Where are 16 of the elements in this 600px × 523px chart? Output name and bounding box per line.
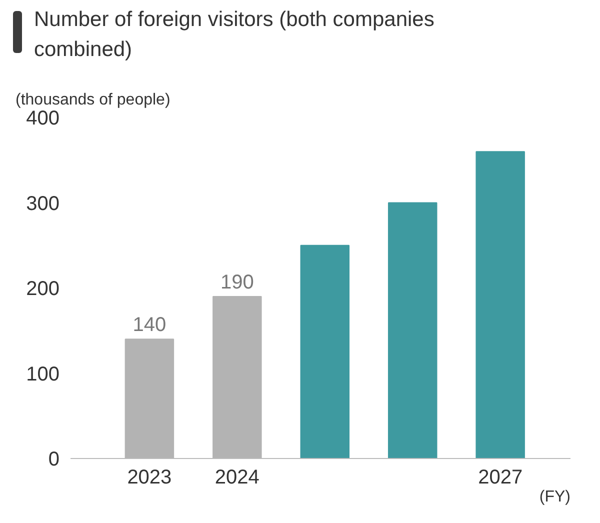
- bar: [476, 151, 525, 458]
- bar: [388, 202, 438, 458]
- data-label: 140: [132, 314, 166, 336]
- x-tick-label: 2024: [214, 466, 260, 488]
- y-tick-label: 0: [48, 448, 60, 470]
- y-tick-label: 300: [26, 192, 60, 215]
- x-axis-title: (FY): [539, 488, 571, 506]
- x-tick-label: 2023: [127, 466, 172, 488]
- y-tick-label: 200: [26, 278, 60, 300]
- y-tick-label: 400: [26, 108, 60, 130]
- chart-title: Number of foreign visitors (both companies combined): [34, 7, 436, 63]
- data-label: 190: [220, 272, 254, 294]
- y-tick-label: 100: [26, 363, 60, 386]
- y-axis-title: (thousands of people): [16, 92, 170, 108]
- bar: [300, 244, 350, 458]
- x-tick-label: 2027: [478, 466, 523, 488]
